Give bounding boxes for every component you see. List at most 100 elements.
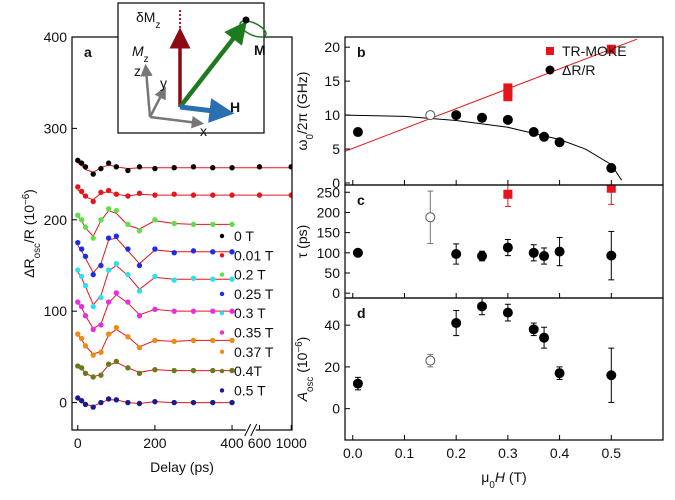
y-tick-label: 150 [317, 225, 341, 241]
marker [75, 395, 81, 401]
marker [78, 188, 85, 195]
y-axis-label-part: A [294, 392, 310, 402]
marker [75, 299, 81, 305]
marker [82, 313, 89, 319]
x-axis-label: μ0H (T) [481, 469, 526, 491]
marker [152, 306, 158, 313]
plot-area [345, 38, 638, 181]
x-tick-label: 0.1 [395, 445, 415, 461]
marker [113, 397, 120, 403]
marker [210, 367, 216, 374]
marker [125, 246, 131, 252]
marker [152, 398, 158, 405]
marker [105, 206, 112, 212]
inset-label-part: z [144, 54, 149, 65]
legend-label: 0.25 T [234, 286, 274, 302]
legend-label: 0 T [234, 228, 254, 244]
marker [502, 242, 513, 253]
inset-label-part: y [160, 75, 167, 91]
marker [190, 308, 197, 314]
legend-marker [219, 233, 225, 239]
legend-marker [219, 272, 225, 277]
legend-marker [219, 349, 225, 354]
marker [171, 249, 177, 256]
legend-marker [219, 330, 225, 335]
marker [105, 187, 112, 194]
marker [152, 273, 158, 280]
y-tick-label: 100 [317, 245, 341, 261]
marker [90, 404, 96, 410]
marker [503, 189, 513, 199]
inset-label: Mz [132, 43, 149, 65]
marker [78, 273, 85, 280]
marker [554, 368, 565, 379]
x-axis-label-part: H [495, 469, 506, 485]
panel-label: c [357, 192, 365, 208]
plot-area [75, 157, 292, 410]
marker [125, 167, 131, 174]
axis-break-gap [245, 424, 256, 436]
marker [606, 185, 616, 193]
inset-label-part: x [200, 123, 207, 139]
marker [78, 303, 85, 310]
marker [425, 355, 436, 366]
legend-label: TR-MOKE [562, 43, 627, 59]
marker [113, 207, 120, 214]
y-axis-label-part: ω [294, 139, 310, 150]
y-tick-label: 200 [317, 204, 341, 220]
marker [606, 163, 617, 174]
marker [75, 184, 81, 190]
x-tick-label: 0.3 [498, 445, 518, 461]
x-tick-label: 600 [248, 435, 272, 451]
y-tick-label: 400 [44, 29, 68, 45]
marker [210, 308, 216, 314]
marker [210, 276, 216, 282]
legend-label: 0.2 T [234, 267, 266, 283]
marker [352, 127, 363, 138]
axes-frame [344, 297, 664, 441]
marker [152, 192, 158, 198]
y-axis-label-part: −6 [21, 193, 32, 205]
marker [113, 260, 120, 267]
legend-marker [219, 253, 225, 258]
y-axis-label-part: ) [21, 189, 37, 194]
x-axis-label: Delay (ps) [150, 459, 214, 475]
marker [152, 217, 158, 223]
marker [606, 44, 616, 54]
marker [105, 235, 112, 241]
y-tick-label: 5 [332, 141, 340, 157]
marker [113, 358, 120, 365]
y-tick-label: 40 [324, 317, 340, 333]
y-axis-label-part: ) [294, 337, 310, 342]
y-axis-label-part: osc [32, 243, 43, 258]
marker [477, 112, 488, 123]
marker [210, 249, 216, 255]
y-axis-label: τ (ps) [294, 225, 310, 259]
marker [229, 221, 235, 228]
marker [152, 337, 158, 344]
marker [105, 267, 112, 273]
legend-marker [219, 368, 225, 374]
axes-frame [344, 36, 664, 186]
marker [98, 322, 104, 328]
marker [113, 191, 120, 197]
marker [82, 164, 89, 170]
y-axis-label-part: /R (10 [21, 205, 37, 243]
marker [105, 160, 112, 166]
marker [125, 221, 131, 228]
x-axis-label-part: 0 [489, 480, 495, 491]
marker [425, 110, 436, 121]
marker [90, 235, 96, 241]
marker [125, 399, 131, 406]
marker [82, 282, 89, 289]
y-axis-label-part: ΔR [21, 258, 37, 277]
marker [171, 191, 177, 197]
marker [90, 374, 96, 380]
marker [82, 370, 89, 377]
y-axis-label-part: /2π (GHz) [294, 72, 310, 135]
marker [229, 164, 235, 171]
marker [98, 165, 104, 172]
marker [136, 288, 143, 294]
marker [136, 400, 143, 407]
